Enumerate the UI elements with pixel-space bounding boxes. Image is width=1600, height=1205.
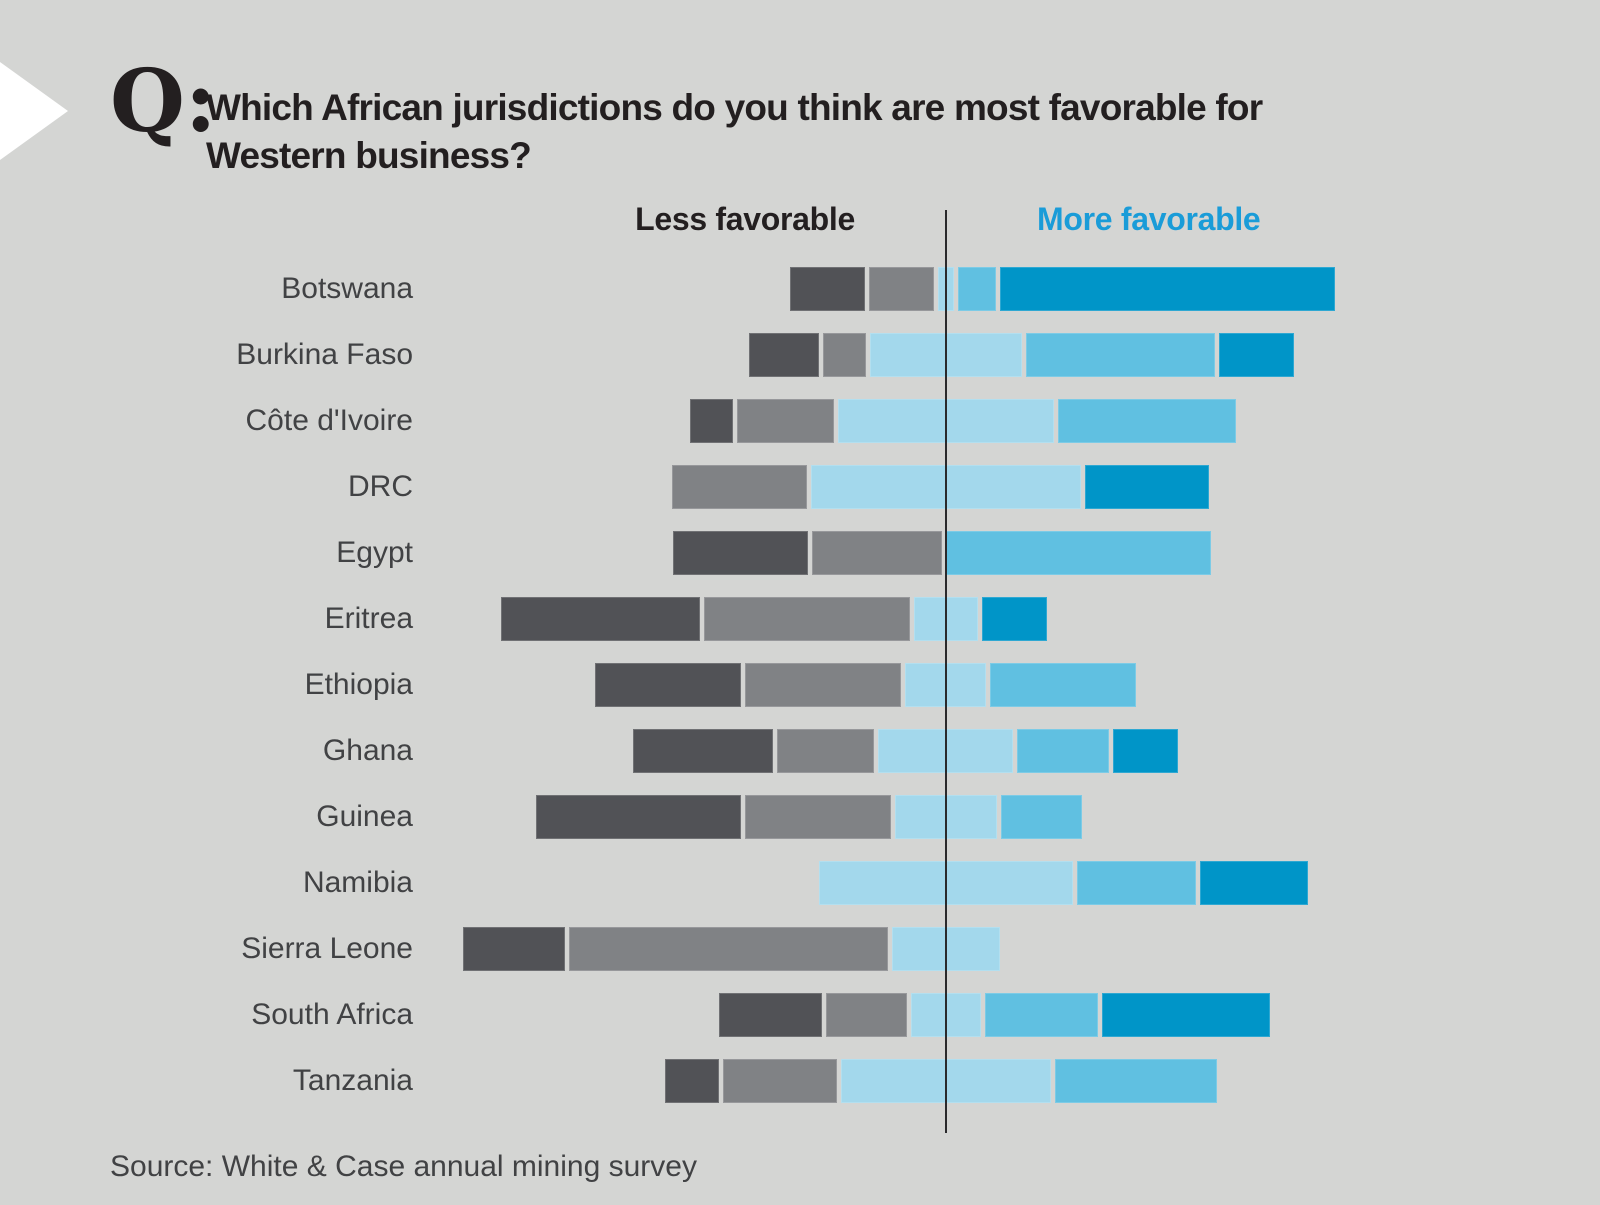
row-label: Botswana — [281, 272, 413, 305]
bar-segment-least-favorable — [595, 663, 741, 707]
bar-segment-less-favorable — [825, 993, 907, 1037]
row-label: Guinea — [316, 800, 413, 833]
row-label: Sierra Leone — [241, 932, 413, 965]
bar-segment-most-favorable — [1085, 465, 1210, 509]
bar-segment-less-favorable — [672, 465, 807, 509]
bar-segment-most-favorable — [982, 597, 1048, 641]
axis-header-more-favorable: More favorable — [1037, 201, 1261, 237]
bar-segment-more-favorable — [1025, 333, 1215, 377]
bar-eritrea — [500, 597, 1048, 641]
row-label: DRC — [348, 470, 413, 503]
bar-segment-less-favorable — [812, 531, 942, 575]
bar-segment-less-favorable — [869, 267, 934, 311]
chevron-right-decoration — [0, 62, 68, 160]
bar-segment-more-favorable — [1001, 795, 1083, 839]
bar-c-te-d-ivoire — [689, 399, 1237, 443]
center-axis-line — [945, 210, 947, 1133]
bar-segment-less-favorable — [704, 597, 910, 641]
source-note: Source: White & Case annual mining surve… — [110, 1150, 697, 1183]
bar-segment-more-favorable — [1017, 729, 1110, 773]
bar-egypt — [673, 531, 1211, 575]
bar-segment-most-favorable — [1218, 333, 1295, 377]
bar-segment-less-favorable — [744, 795, 891, 839]
question-mark-label: Q: — [110, 51, 217, 152]
bar-segment-more-favorable — [1055, 1059, 1218, 1103]
bar-segment-more-favorable — [945, 531, 1211, 575]
row-label: Ghana — [322, 734, 413, 767]
bar-segment-least-favorable — [500, 597, 701, 641]
bar-botswana — [789, 267, 1335, 311]
row-label: Eritrea — [324, 602, 413, 635]
bar-segment-more-favorable — [985, 993, 1099, 1037]
bar-segment-least-favorable — [749, 333, 820, 377]
bar-segment-more-favorable — [1076, 861, 1196, 905]
bar-ghana — [632, 729, 1179, 773]
bar-guinea — [535, 795, 1083, 839]
bar-segment-least-favorable — [632, 729, 774, 773]
bar-segment-less-favorable — [569, 927, 888, 971]
bar-sierra-leone — [462, 927, 1000, 971]
bar-segment-most-favorable — [1102, 993, 1270, 1037]
bar-drc — [672, 465, 1210, 509]
row-label: Ethiopia — [304, 668, 413, 701]
row-label: Namibia — [302, 866, 413, 899]
bar-segment-less-favorable — [823, 333, 867, 377]
bar-segment-least-favorable — [719, 993, 822, 1037]
row-label: Côte d'Ivoire — [245, 404, 413, 437]
page-title: Which African jurisdictions do you think… — [206, 87, 1263, 176]
bar-segment-most-favorable — [1113, 729, 1179, 773]
bar-segment-less-favorable — [723, 1059, 837, 1103]
bar-segment-least-favorable — [689, 399, 733, 443]
bar-segment-most-favorable — [1199, 861, 1308, 905]
bar-segment-less-favorable — [777, 729, 875, 773]
bar-segment-more-favorable — [990, 663, 1137, 707]
bar-segment-least-favorable — [673, 531, 809, 575]
bar-segment-most-favorable — [999, 267, 1335, 311]
row-label: Tanzania — [292, 1064, 413, 1097]
bar-burkina-faso — [749, 333, 1295, 377]
bar-south-africa — [719, 993, 1270, 1037]
bar-ethiopia — [595, 663, 1137, 707]
bar-segment-less-favorable — [744, 663, 902, 707]
bar-segment-more-favorable — [958, 267, 996, 311]
row-label: Egypt — [336, 536, 413, 569]
axis-header-less-favorable: Less favorable — [635, 201, 855, 237]
bar-namibia — [819, 861, 1308, 905]
row-label: Burkina Faso — [236, 338, 413, 371]
row-label: South Africa — [251, 998, 413, 1031]
bar-segment-least-favorable — [535, 795, 741, 839]
bar-segment-least-favorable — [789, 267, 866, 311]
bar-segment-least-favorable — [665, 1059, 720, 1103]
bar-segment-more-favorable — [1057, 399, 1237, 443]
bar-segment-least-favorable — [462, 927, 566, 971]
bar-tanzania — [665, 1059, 1218, 1103]
bar-segment-less-favorable — [736, 399, 834, 443]
